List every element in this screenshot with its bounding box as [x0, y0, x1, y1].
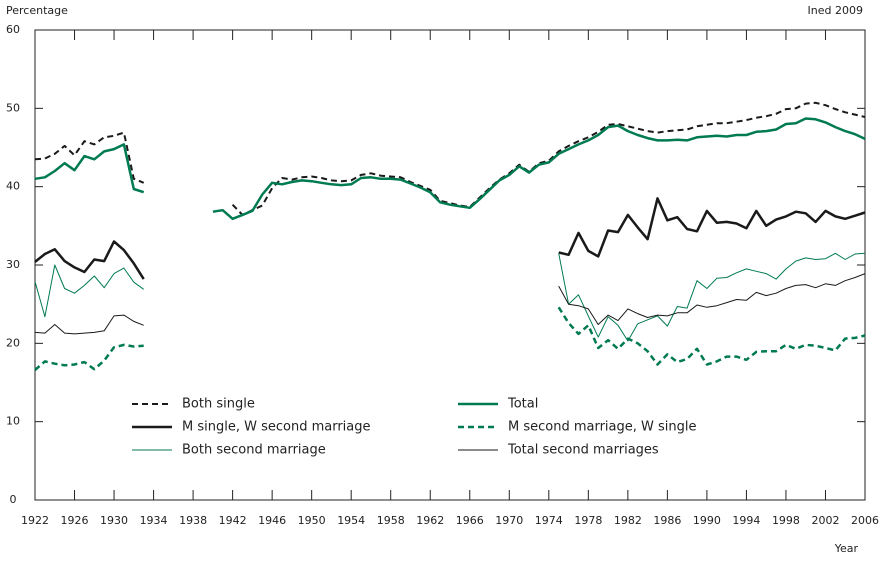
y-axis-label: Percentage	[6, 4, 68, 17]
series-line	[34, 252, 866, 342]
x-tick-label: 1922	[21, 514, 49, 527]
series-line	[34, 117, 866, 221]
x-tick-label: 1950	[298, 514, 326, 527]
x-tick-label: 1934	[140, 514, 168, 527]
x-tick-label: 1994	[732, 514, 760, 527]
y-tick-label: 30	[6, 258, 20, 271]
x-tick-label: 1970	[495, 514, 523, 527]
x-tick-label: 1962	[416, 514, 444, 527]
legend-label: Total second marriages	[507, 443, 659, 458]
x-tick-label: 1966	[456, 514, 484, 527]
x-axis-label: Year	[834, 542, 859, 555]
legend-label: Total	[507, 397, 538, 412]
y-tick-label: 40	[6, 180, 20, 193]
legend-label: Both single	[182, 397, 255, 412]
x-tick-label: 1954	[337, 514, 365, 527]
y-tick-label: 60	[6, 23, 20, 36]
series-line	[34, 101, 866, 216]
x-tick-label: 1978	[574, 514, 602, 527]
x-tick-label: 1942	[219, 514, 247, 527]
x-tick-label: 1990	[693, 514, 721, 527]
x-tick-label: 1946	[258, 514, 286, 527]
series-line	[34, 273, 866, 335]
x-tick-label: 1982	[614, 514, 642, 527]
legend-label: M single, W second marriage	[182, 420, 371, 435]
x-tick-label: 1926	[61, 514, 89, 527]
x-tick-label: 2006	[851, 514, 879, 527]
series-line	[34, 306, 866, 371]
series-line	[34, 197, 866, 280]
x-tick-label: 1998	[772, 514, 800, 527]
x-tick-label: 1986	[653, 514, 681, 527]
y-tick-label: 10	[6, 415, 20, 428]
source-note: Ined 2009	[808, 4, 863, 17]
y-tick-label: 20	[6, 336, 20, 349]
y-tick-label: 50	[6, 101, 20, 114]
x-tick-label: 2002	[811, 514, 839, 527]
legend-label: M second marriage, W single	[508, 420, 697, 435]
x-tick-label: 1930	[100, 514, 128, 527]
plot-frame	[34, 29, 866, 501]
x-tick-label: 1974	[535, 514, 563, 527]
y-tick-label: 0	[10, 493, 17, 506]
x-tick-label: 1958	[377, 514, 405, 527]
x-tick-label: 1938	[179, 514, 207, 527]
legend-label: Both second marriage	[182, 443, 326, 458]
